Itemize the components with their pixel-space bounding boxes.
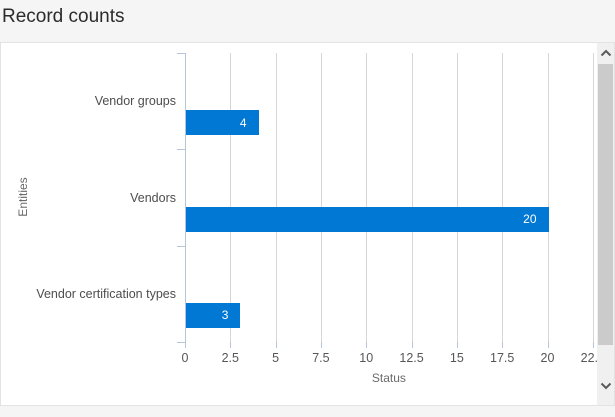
gridline: [230, 53, 232, 342]
category-label: Vendor groups: [94, 94, 176, 109]
x-tick-label: 20: [540, 351, 555, 365]
x-tick-label: 0: [181, 351, 189, 365]
gridline: [411, 53, 413, 342]
scrollbar-down-button[interactable]: [597, 377, 614, 394]
x-tick-mark: [320, 342, 322, 348]
category-boundary-tick: [177, 149, 185, 151]
x-tick-mark: [411, 342, 413, 348]
category-boundary-tick: [177, 245, 185, 247]
gridline: [502, 53, 504, 342]
x-tick-label: 10: [359, 351, 374, 365]
x-tick-label: 15: [449, 351, 464, 365]
y-axis-line: [185, 53, 186, 342]
gridline: [275, 53, 277, 342]
x-tick-mark: [230, 342, 232, 348]
category-label: Vendors: [130, 190, 176, 205]
x-tick-label: 5: [272, 351, 280, 365]
x-tick-label: 7.5: [312, 351, 330, 365]
x-tick-mark: [502, 342, 504, 348]
x-tick-label: 17.5: [490, 351, 515, 365]
category-boundary-tick: [177, 342, 185, 343]
gridline: [320, 53, 322, 342]
bar-value-label: 4: [239, 115, 247, 130]
x-tick-mark: [366, 342, 368, 348]
bar-vendor-certification-types[interactable]: 3: [186, 302, 241, 328]
chevron-up-icon: [600, 49, 611, 56]
x-tick-mark: [547, 342, 549, 348]
x-tick-mark: [592, 342, 594, 348]
page-title: Record counts: [2, 6, 125, 27]
chart-panel: Status Entities 0 2.5 5 7.5 10 12.5 15 17.5 20 22…: [0, 42, 615, 406]
gridline: [592, 53, 594, 342]
bar-vendors[interactable]: 20: [186, 206, 549, 232]
vertical-scrollbar[interactable]: [597, 43, 614, 405]
gridline: [366, 53, 368, 342]
gridline: [456, 53, 458, 342]
category-label: Vendor certification types: [36, 286, 176, 301]
gridline: [547, 53, 549, 342]
bar-value-label: 20: [523, 212, 537, 226]
scrollbar-thumb[interactable]: [598, 64, 613, 345]
bar-value-label: 3: [221, 308, 229, 323]
category-boundary-tick: [177, 53, 185, 54]
x-tick-mark: [456, 342, 458, 348]
record-counts-chart: Status Entities 0 2.5 5 7.5 10 12.5 15 17.5 20 22…: [1, 43, 614, 405]
scrollbar-up-button[interactable]: [597, 44, 614, 61]
x-axis-title: Status: [371, 371, 406, 385]
x-tick-label: 12.5: [399, 351, 424, 365]
x-tick-mark: [275, 342, 277, 348]
x-tick-mark: [185, 342, 186, 348]
bar-vendor-groups[interactable]: 4: [186, 110, 259, 136]
x-tick-label: 2.5: [221, 351, 239, 365]
chevron-down-icon: [600, 382, 611, 389]
